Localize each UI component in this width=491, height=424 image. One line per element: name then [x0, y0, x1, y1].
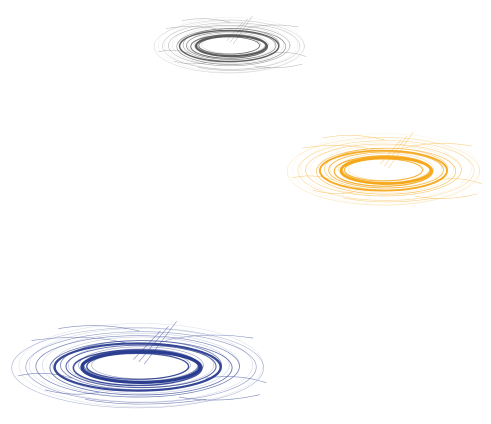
splash-streak: [269, 52, 307, 57]
ripple-ring: [198, 36, 260, 55]
ripple-ring: [305, 143, 462, 197]
splash-streak: [312, 189, 355, 194]
ripple-ring-sketch: [310, 141, 462, 197]
ripple-ring-sketch: [318, 144, 454, 194]
splash-streak: [165, 26, 223, 31]
splash-streak: [302, 145, 375, 151]
splash-streak: [226, 21, 243, 42]
blue-water-ripple: [5, 305, 273, 423]
ripple-ring-sketch: [164, 20, 299, 70]
splash-streak: [384, 135, 408, 167]
ripple-ring: [72, 349, 203, 387]
ripple-ring: [35, 335, 240, 398]
splash-streak: [197, 67, 271, 71]
ripple-ring: [194, 34, 268, 58]
splash-streak: [229, 18, 248, 43]
splash-streak: [138, 325, 169, 362]
ripple-ring-sketch: [29, 328, 253, 403]
ripple-ring-sketch: [341, 154, 431, 184]
ripple-ring-sketch: [338, 153, 435, 185]
ripple-ring: [297, 140, 475, 201]
splash-streak: [343, 197, 437, 203]
ripple-ring: [11, 327, 264, 409]
ripple-ring: [25, 331, 257, 403]
ripple-ring-sketch: [193, 32, 269, 58]
splash-streak: [245, 24, 299, 29]
splash-streak: [404, 143, 472, 149]
ripple-ring-sketch: [300, 137, 472, 201]
ripple-ring-sketch: [178, 26, 285, 64]
splash-streak: [18, 373, 73, 379]
ripple-ring-sketch: [42, 333, 240, 398]
ripple-ring-sketch: [83, 348, 199, 382]
splash-streak: [291, 175, 334, 181]
ripple-ring: [339, 156, 433, 185]
splash-streak: [435, 178, 483, 185]
splash-streak: [157, 49, 191, 54]
ripple-ring-sketch: [196, 33, 266, 56]
orange-water-ripple: [282, 118, 487, 218]
splash-streak: [253, 64, 303, 69]
ripple-ring: [186, 31, 277, 60]
splash-streak: [58, 325, 140, 332]
ripple-ring-sketch: [158, 17, 305, 73]
ripple-ring: [190, 34, 269, 59]
splash-streak: [31, 337, 126, 344]
splash-streak: [44, 389, 100, 395]
ripple-ring-sketch: [52, 336, 230, 394]
ripple-ring: [333, 155, 434, 187]
ripple-ring: [153, 19, 305, 74]
ripple-ring-sketch: [172, 23, 291, 66]
ripple-ring: [168, 25, 291, 67]
ripple-ring-sketch: [18, 323, 264, 408]
splash-streak: [85, 399, 207, 405]
splash-streak: [233, 15, 253, 45]
splash-streak: [133, 330, 161, 360]
ripple-ring: [328, 151, 444, 189]
splash-streak: [173, 60, 207, 65]
ripple-ring: [178, 29, 280, 63]
splash-streak: [181, 18, 231, 23]
ripple-ring: [319, 149, 448, 192]
splash-streak: [165, 334, 254, 341]
ripple-ring: [315, 147, 457, 195]
splash-streak: [380, 139, 402, 165]
splash-streak: [322, 135, 385, 141]
gray-water-ripple: [150, 5, 310, 83]
ripple-ring: [344, 158, 423, 182]
ripple-ring: [286, 136, 481, 206]
ripple-ring: [162, 22, 301, 70]
splash-streak: [388, 131, 414, 169]
ripple-ring: [176, 28, 286, 65]
ripple-ring: [49, 340, 233, 396]
ripple-ring-sketch: [78, 346, 204, 384]
splash-streak: [178, 394, 260, 401]
splash-streak: [205, 376, 267, 384]
splash-streak: [144, 321, 177, 365]
ripple-ring: [53, 342, 222, 392]
splash-streak: [414, 193, 478, 199]
ripple-ring-sketch: [292, 133, 480, 205]
ripple-ring: [80, 350, 202, 384]
ripple-ring: [65, 344, 217, 389]
ripple-ring: [86, 352, 190, 380]
